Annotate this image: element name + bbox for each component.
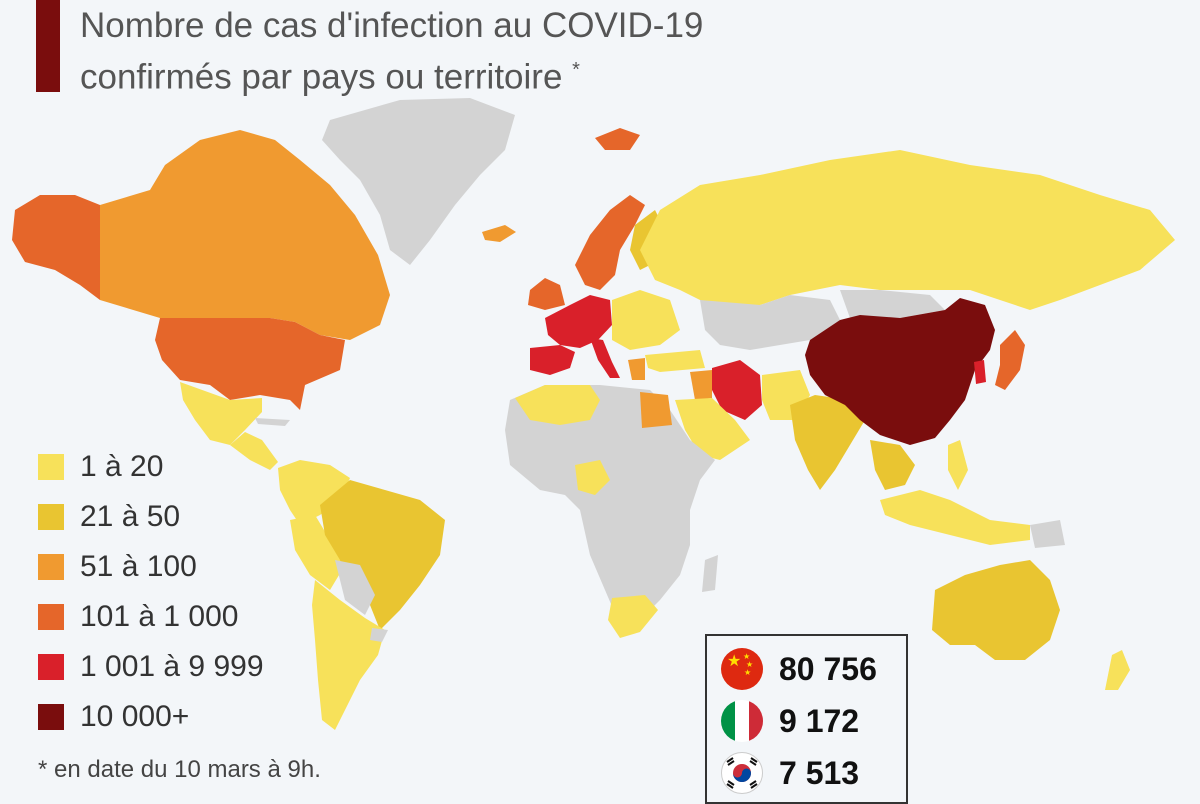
south-korea-flag-icon: [721, 752, 763, 794]
top-country-row-china: ★ ★ ★ ★ 80 756: [721, 648, 877, 690]
legend-label: 21 à 50: [80, 500, 181, 533]
uruguay: [370, 628, 388, 642]
central-america: [230, 432, 278, 470]
alaska: [12, 195, 100, 300]
legend-label: 1 à 20: [80, 450, 164, 483]
legend-label: 10 000+: [80, 700, 190, 733]
italy-flag-icon: [721, 700, 763, 742]
top-country-value: 9 172: [779, 702, 860, 739]
title-line-2-text: confirmés par pays ou territoire: [80, 57, 563, 97]
caribbean: [255, 418, 290, 426]
iceland: [482, 225, 516, 242]
indonesia-malaysia: [880, 490, 1030, 545]
northwest-south-america: [278, 460, 350, 525]
title-accent-bar: [36, 0, 60, 92]
egypt: [640, 392, 672, 428]
greenland: [322, 98, 515, 265]
title-line-2: confirmés par pays ou territoire *: [80, 48, 703, 100]
legend: 1 à 20 21 à 50 51 à 100 101 à 1 000 1 00…: [38, 442, 264, 742]
bolivia-paraguay: [335, 560, 375, 615]
new-zealand: [1105, 650, 1130, 690]
mongolia: [840, 290, 945, 318]
legend-item-6: 10 000+: [38, 692, 264, 742]
title-line-1: Nombre de cas d'infection au COVID-19: [80, 6, 704, 45]
australia: [932, 560, 1060, 660]
top-country-row-south-korea: 7 513: [721, 752, 859, 794]
iran: [712, 360, 762, 420]
legend-swatch: [38, 504, 64, 530]
philippines: [948, 440, 968, 490]
eastern-europe: [612, 290, 680, 350]
brazil: [320, 480, 445, 630]
africa: [505, 385, 715, 625]
legend-swatch: [38, 554, 64, 580]
mexico: [180, 382, 262, 445]
canada: [100, 130, 390, 340]
legend-label: 51 à 100: [80, 550, 197, 583]
south-korea-taeguk-icon: [726, 757, 758, 789]
top-country-value: 7 513: [779, 754, 860, 791]
western-europe: [545, 295, 612, 348]
north-africa: [515, 385, 600, 425]
legend-item-5: 1 001 à 9 999: [38, 642, 264, 692]
levant-iraq: [690, 370, 712, 400]
india: [790, 395, 865, 490]
legend-swatch: [38, 704, 64, 730]
legend-item-2: 21 à 50: [38, 492, 264, 542]
china-flag-icon: ★ ★ ★ ★: [721, 648, 763, 690]
southeast-asia: [870, 440, 915, 490]
legend-item-3: 51 à 100: [38, 542, 264, 592]
west-africa: [575, 460, 610, 495]
russia: [640, 150, 1175, 310]
footnote: * en date du 10 mars à 9h.: [38, 756, 321, 783]
spain: [530, 345, 575, 375]
greece: [628, 358, 645, 380]
japan: [995, 330, 1025, 390]
map-title: Nombre de cas d'infection au COVID-19 co…: [80, 4, 703, 100]
legend-item-1: 1 à 20: [38, 442, 264, 492]
south-africa: [608, 595, 658, 638]
legend-label: 101 à 1 000: [80, 600, 239, 633]
south-korea: [974, 360, 986, 384]
top-country-value: 80 756: [779, 650, 877, 687]
turkey: [645, 350, 705, 372]
china: [805, 298, 995, 445]
madagascar: [702, 555, 718, 592]
title-asterisk: *: [572, 59, 580, 81]
legend-label: 1 001 à 9 999: [80, 650, 264, 683]
legend-swatch: [38, 454, 64, 480]
scandinavia: [575, 195, 645, 290]
central-asia: [700, 295, 840, 350]
peru: [290, 515, 345, 590]
new-guinea: [1030, 520, 1065, 548]
top-country-row-italy: 9 172: [721, 700, 859, 742]
legend-swatch: [38, 654, 64, 680]
legend-item-4: 101 à 1 000: [38, 592, 264, 642]
svalbard: [595, 128, 640, 150]
top-countries-box: ★ ★ ★ ★ 80 756 9 172 7 513: [705, 634, 908, 804]
southern-cone: [312, 580, 385, 730]
usa: [155, 318, 345, 410]
legend-swatch: [38, 604, 64, 630]
italy: [590, 338, 620, 378]
uk-ireland: [528, 278, 565, 310]
